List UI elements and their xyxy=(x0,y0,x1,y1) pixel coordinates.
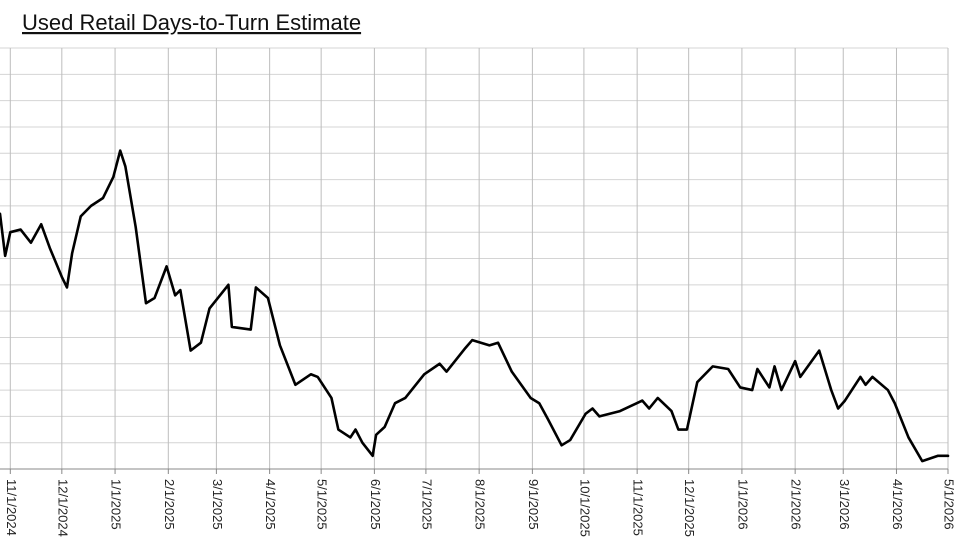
x-tick-label: 3/1/2025 xyxy=(210,479,225,530)
x-tick-label: 4/1/2025 xyxy=(263,479,278,530)
x-tick-label: 8/1/2025 xyxy=(473,479,488,530)
x-tick-label: 11/1/2024 xyxy=(4,479,19,536)
line xyxy=(0,149,950,463)
x-tick-label: 5/1/2026 xyxy=(942,479,957,530)
x-tick-label: 4/1/2026 xyxy=(890,479,905,530)
x-tick-label: 9/1/2025 xyxy=(526,479,541,530)
x-tick-label: 5/1/2025 xyxy=(315,479,330,530)
x-tick-label: 2/1/2026 xyxy=(789,479,804,530)
x-tick-label: 10/1/2025 xyxy=(577,479,592,537)
x-tick-label: 12/1/2024 xyxy=(55,479,70,537)
x-tick-label: 11/1/2025 xyxy=(631,479,646,536)
x-tick-label: 6/1/2025 xyxy=(368,479,383,530)
plot xyxy=(0,149,950,463)
x-tick-label: 3/1/2026 xyxy=(837,479,852,530)
x-tick-label: 12/1/2025 xyxy=(682,479,697,537)
x-tick-label: 2/1/2025 xyxy=(162,479,177,530)
x-axis: 11/1/2024 12/1/2024 1/1/2025 2/1/2025 3/1/20… xyxy=(4,479,957,537)
x-tick-label: 7/1/2025 xyxy=(419,479,434,530)
grid xyxy=(0,47,949,474)
chart-title: Used Retail Days-to-Turn Estimate xyxy=(22,10,361,35)
x-tick-label: 1/1/2025 xyxy=(109,479,124,530)
x-tick-label: 1/1/2026 xyxy=(735,479,750,530)
